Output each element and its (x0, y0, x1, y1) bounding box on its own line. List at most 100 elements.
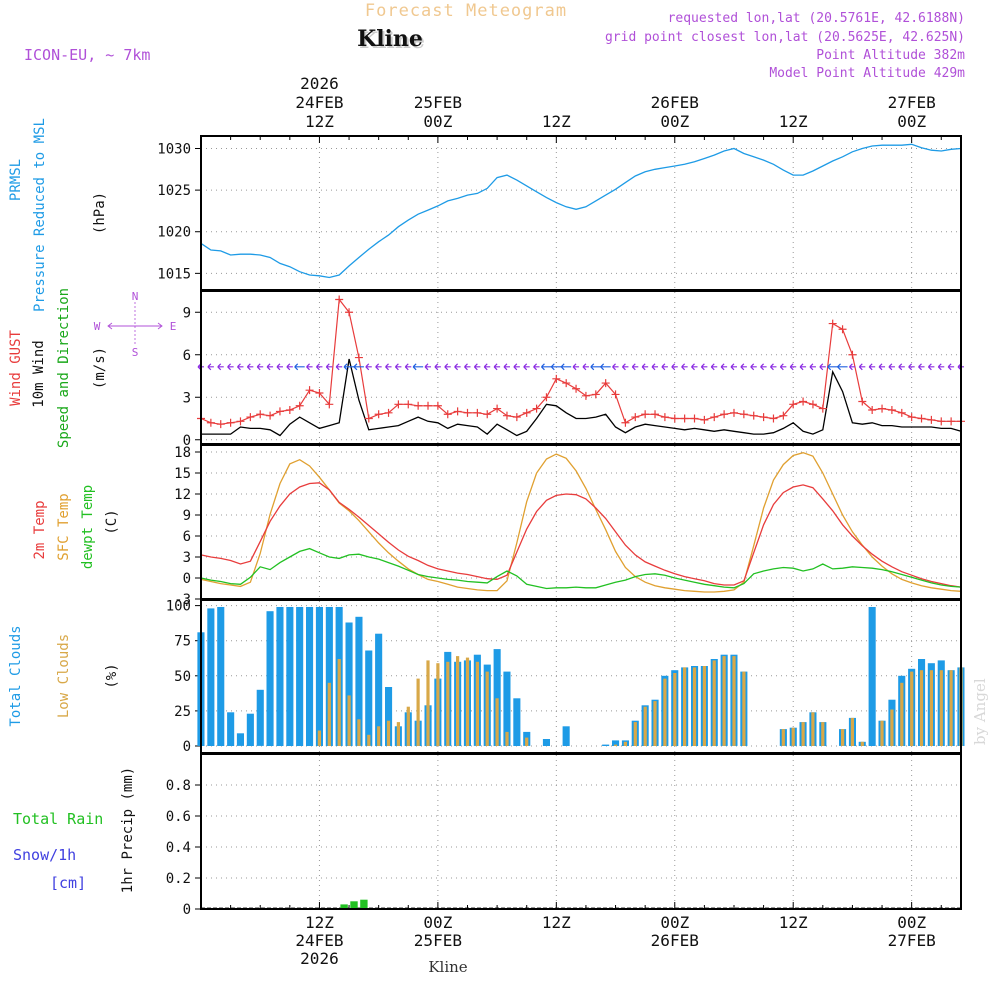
wind-speed-label: 10m Wind (31, 340, 47, 407)
y-tick-label: 50 (174, 669, 191, 685)
gust-marker (690, 414, 699, 423)
gust-marker (354, 353, 363, 362)
gust-marker (700, 415, 709, 424)
low-cloud-bar (722, 656, 726, 746)
wind-direction-arrow (590, 363, 601, 371)
low-cloud-bar (446, 661, 450, 746)
wind-direction-arrow (424, 363, 432, 371)
top-time-label: 2026 (300, 74, 339, 93)
y-tick-label: 0.6 (166, 809, 191, 825)
total-cloud-bar (227, 712, 235, 746)
y-tick-label: 1025 (157, 183, 191, 199)
total-cloud-bar (365, 650, 373, 746)
y-tick-label: 1020 (157, 225, 191, 241)
pressure-label-2: Pressure Reduced to MSL (32, 118, 48, 312)
gust-marker (611, 390, 620, 399)
gust-marker (828, 319, 837, 328)
gust-marker (216, 420, 225, 429)
gust-marker (285, 406, 294, 414)
y-tick-label: 12 (174, 487, 191, 503)
wind-direction-arrow (799, 363, 807, 371)
low-cloud-bar (919, 670, 924, 746)
location-title-shadow: Kline (359, 28, 425, 54)
wind-direction-arrow (947, 363, 955, 371)
gust-marker (246, 413, 255, 422)
gust-marker (542, 393, 551, 402)
y-tick-label: 0.4 (166, 840, 191, 856)
total-cloud-bar (562, 726, 570, 746)
gust-marker (512, 413, 521, 422)
wind-direction-arrow (927, 363, 935, 371)
wind-direction-arrow (353, 363, 364, 371)
compass-north: N (132, 290, 139, 303)
panel-frame-wind (200, 290, 962, 445)
snow-label: Snow/1h (13, 846, 76, 864)
gust-marker (651, 410, 660, 419)
low-cloud-bar (949, 670, 953, 746)
wind-direction-arrow (365, 363, 372, 371)
compass-ew-arrow (107, 322, 163, 330)
wind-direction-arrow (560, 363, 572, 371)
dewpt-temp-line (200, 547, 962, 590)
gust-marker (759, 413, 768, 422)
gust-marker (463, 408, 472, 417)
total-clouds-label: Total Clouds (8, 625, 24, 726)
compass-east: E (170, 320, 177, 333)
low-cloud-bar (781, 729, 785, 746)
chart-title: Forecast Meteogram (365, 1, 567, 21)
wind-direction-arrow (246, 363, 254, 371)
low-cloud-bar (456, 656, 460, 746)
total-cloud-bar (355, 616, 363, 746)
wind-direction-arrow (858, 363, 866, 371)
gust-marker (838, 325, 847, 334)
top-time-label: 00Z (423, 112, 452, 131)
gust-marker (601, 379, 610, 388)
bottom-time-label: 25FEB (414, 931, 462, 950)
gust-marker (808, 400, 817, 409)
low-cloud-bar (475, 661, 479, 746)
wind-direction-arrow (483, 363, 491, 371)
bottom-time-label: 2026 (300, 949, 339, 968)
grid-point-coords: grid point closest lon,lat (20.5625E, 42… (605, 30, 965, 45)
low-cloud-bar (377, 726, 381, 746)
low-cloud-bar (910, 671, 914, 746)
wind-direction-arrow (266, 363, 274, 371)
y-tick-label: 1015 (157, 266, 191, 282)
y-tick-label: 0.8 (166, 778, 191, 794)
pressure-units: (hPa) (92, 192, 108, 234)
gust-marker (364, 414, 373, 423)
wind-direction-arrow (523, 363, 530, 371)
bottom-time-label: 00Z (897, 913, 926, 932)
gust-marker (433, 401, 442, 410)
low-cloud-bar (850, 717, 854, 746)
wind-direction-arrow (412, 363, 424, 371)
low-cloud-bar (683, 667, 687, 746)
wind-direction-arrow (503, 363, 510, 371)
low-cloud-bar (643, 706, 647, 746)
y-tick-label: 0 (183, 433, 191, 449)
gust-marker (848, 350, 857, 359)
low-clouds-label: Low Clouds (56, 634, 72, 718)
y-tick-label: 9 (183, 305, 191, 321)
low-cloud-bar (939, 670, 943, 746)
gust-marker (266, 411, 275, 420)
gust-marker (502, 411, 511, 420)
wind-direction-arrow (343, 363, 355, 371)
wind-direction-arrow (217, 363, 224, 371)
wind-direction-arrow (600, 363, 611, 371)
wind-direction-arrow (819, 363, 826, 371)
wind-gust-label: Wind GUST (8, 330, 24, 406)
wind-direction-arrow (849, 363, 856, 371)
y-tick-label: 25 (174, 704, 191, 720)
wind-direction-arrow (691, 363, 698, 371)
low-cloud-bar (811, 712, 815, 746)
gust-marker (749, 411, 758, 420)
y-tick-label: 6 (183, 348, 191, 364)
wind-direction-arrow (454, 363, 461, 371)
sfc-temp-label: SFC Temp (56, 493, 72, 560)
top-time-label: 00Z (897, 112, 926, 131)
wind-direction-arrow (335, 363, 343, 371)
low-cloud-bar (613, 744, 618, 746)
